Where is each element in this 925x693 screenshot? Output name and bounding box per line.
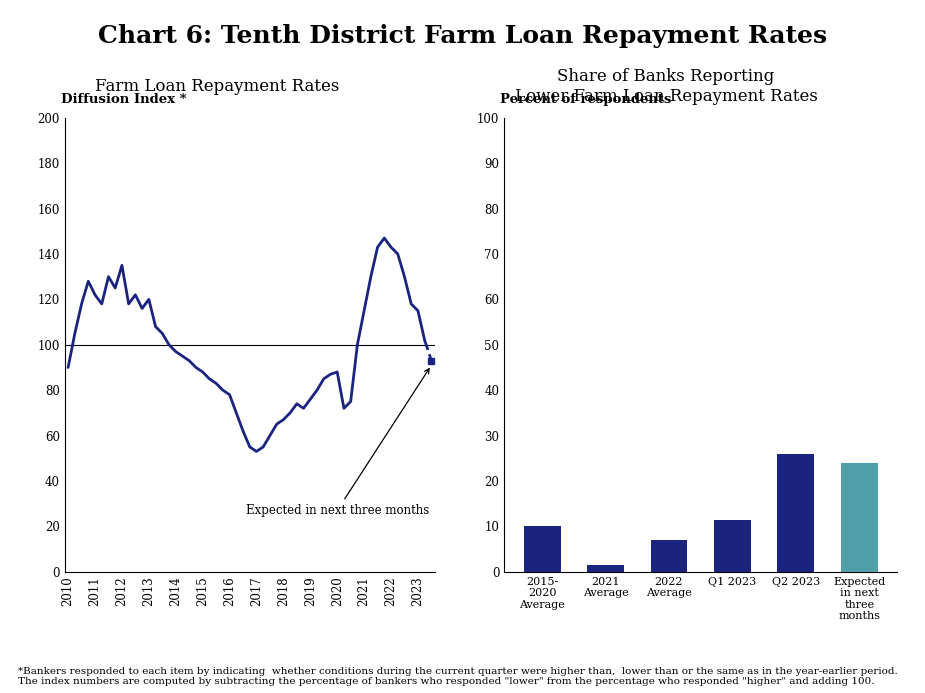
Text: *Bankers responded to each item by indicating  whether conditions during the cur: *Bankers responded to each item by indic… xyxy=(18,667,898,686)
Text: Farm Loan Repayment Rates: Farm Loan Repayment Rates xyxy=(95,78,339,95)
Bar xyxy=(841,463,878,572)
Bar xyxy=(714,520,751,572)
Bar xyxy=(587,565,624,572)
Bar xyxy=(524,527,561,572)
Bar xyxy=(777,454,814,572)
Bar xyxy=(650,540,687,572)
Text: Chart 6: Tenth District Farm Loan Repayment Rates: Chart 6: Tenth District Farm Loan Repaym… xyxy=(98,24,827,49)
Text: Percent of respondents: Percent of respondents xyxy=(500,94,672,107)
Text: Share of Banks Reporting
Lower Farm Loan Repayment Rates: Share of Banks Reporting Lower Farm Loan… xyxy=(514,69,818,105)
Text: Diffusion Index *: Diffusion Index * xyxy=(61,94,187,107)
Text: Expected in next three months: Expected in next three months xyxy=(245,369,429,517)
